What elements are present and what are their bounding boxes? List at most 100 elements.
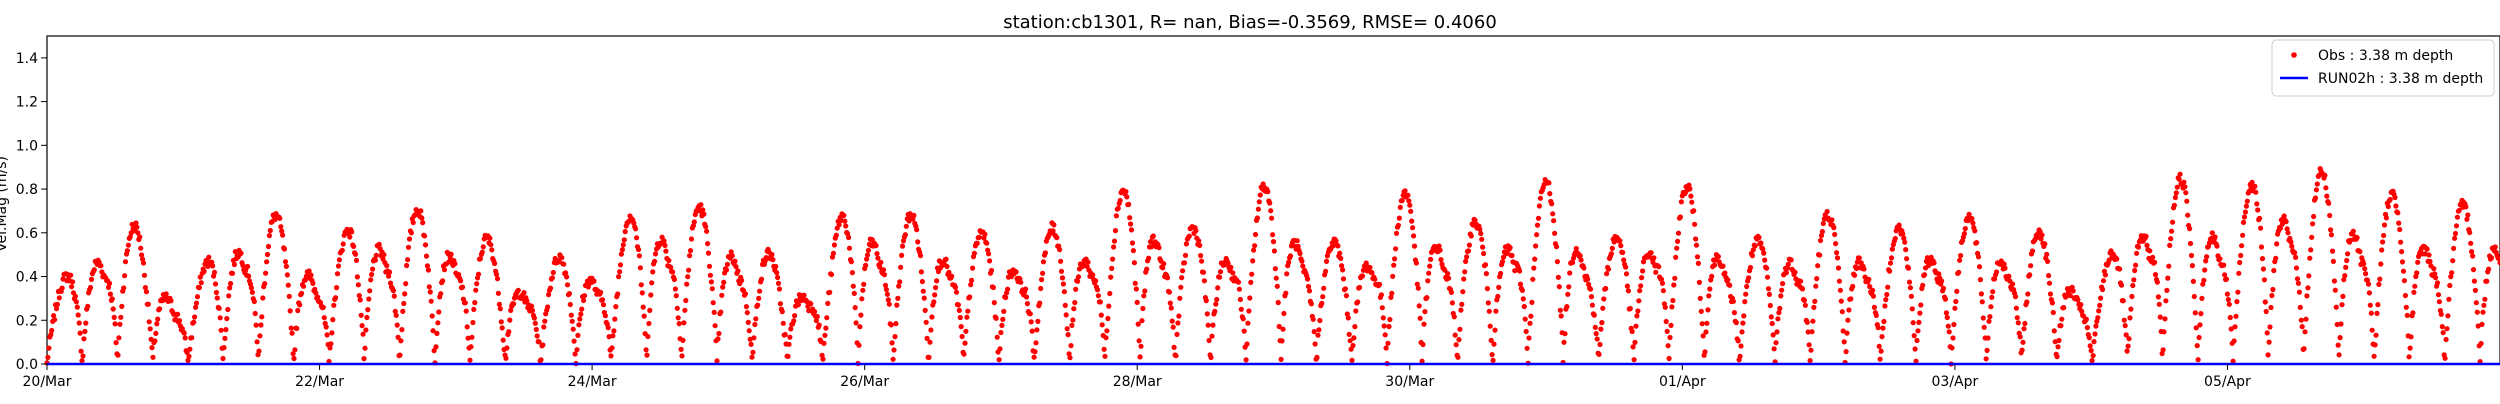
obs-point — [2449, 270, 2454, 275]
obs-point — [434, 331, 439, 336]
obs-point — [1018, 280, 1023, 285]
obs-point — [55, 302, 60, 307]
obs-point — [887, 302, 892, 307]
obs-point — [787, 335, 792, 340]
obs-point — [1600, 306, 1605, 311]
obs-point — [1537, 203, 1542, 208]
obs-point — [2293, 255, 2298, 260]
obs-point — [1625, 284, 1630, 289]
obs-point — [1198, 253, 1203, 258]
obs-point — [960, 334, 965, 339]
obs-point — [1111, 244, 1116, 249]
obs-point — [874, 251, 879, 256]
obs-point — [778, 301, 783, 306]
obs-point — [2265, 330, 2270, 335]
obs-point — [965, 309, 970, 314]
obs-point — [2452, 236, 2457, 241]
obs-point — [638, 265, 643, 270]
obs-point — [1744, 284, 1749, 289]
obs-point — [2255, 207, 2260, 212]
obs-point — [892, 334, 897, 339]
obs-point — [1588, 287, 1593, 292]
obs-point — [674, 293, 679, 298]
obs-point — [2271, 268, 2276, 273]
obs-point — [1977, 264, 1982, 269]
obs-point — [642, 314, 647, 319]
obs-point — [854, 320, 859, 325]
obs-point — [122, 273, 127, 278]
obs-point — [932, 292, 937, 297]
obs-point — [1384, 345, 1389, 350]
obs-point — [1910, 306, 1915, 311]
obs-point — [1534, 232, 1539, 237]
obs-point — [986, 251, 991, 256]
obs-point — [399, 327, 404, 332]
obs-point — [1699, 309, 1704, 314]
obs-point — [2315, 181, 2320, 186]
obs-point — [467, 358, 472, 363]
obs-point — [1477, 227, 1482, 232]
obs-point — [2088, 343, 2093, 348]
obs-point — [336, 263, 341, 268]
y-tick-label: 0.6 — [16, 226, 38, 242]
obs-point — [1676, 231, 1681, 236]
obs-point — [2338, 335, 2343, 340]
x-tick-label: 05/Apr — [2204, 374, 2251, 390]
obs-point — [49, 328, 54, 333]
obs-point — [735, 268, 740, 273]
obs-point — [1978, 277, 1983, 282]
obs-point — [1671, 282, 1676, 287]
obs-point — [1556, 275, 1561, 280]
obs-point — [1102, 347, 1107, 352]
obs-point — [2196, 357, 2201, 362]
obs-point — [1832, 232, 1837, 237]
obs-point — [1393, 246, 1398, 251]
obs-point — [2195, 343, 2200, 348]
obs-point — [788, 326, 793, 331]
obs-point — [1236, 280, 1241, 285]
obs-point — [1874, 313, 1879, 318]
obs-point — [1945, 315, 1950, 320]
obs-point — [1674, 246, 1679, 251]
obs-point — [1041, 259, 1046, 264]
obs-point — [1350, 343, 1355, 348]
obs-point — [898, 265, 903, 270]
obs-point — [1040, 271, 1045, 276]
obs-point — [2157, 302, 2162, 307]
obs-point — [1067, 355, 1072, 360]
obs-point — [2044, 252, 2049, 257]
obs-point — [1696, 261, 1701, 266]
obs-point — [2332, 278, 2337, 283]
obs-point — [1535, 223, 1540, 228]
obs-point — [409, 230, 414, 235]
obs-point — [714, 358, 719, 363]
obs-point — [1445, 271, 1450, 276]
obs-point — [1954, 289, 1959, 294]
obs-point — [1838, 288, 1843, 293]
obs-point — [1743, 292, 1748, 297]
obs-point — [891, 347, 896, 352]
obs-point — [1450, 300, 1455, 305]
obs-point — [290, 331, 295, 336]
obs-point — [1835, 255, 1840, 260]
obs-point — [617, 269, 622, 274]
obs-point — [2367, 290, 2372, 295]
obs-point — [504, 345, 509, 350]
obs-point — [2225, 292, 2230, 297]
obs-point — [578, 312, 583, 317]
obs-point — [2030, 248, 2035, 253]
obs-point — [1466, 248, 1471, 253]
obs-point — [718, 310, 723, 315]
obs-point — [1132, 260, 1137, 265]
obs-point — [175, 312, 180, 317]
obs-point — [2152, 260, 2157, 265]
obs-point — [701, 212, 706, 217]
obs-point — [921, 289, 926, 294]
obs-point — [1805, 320, 1810, 325]
obs-point — [956, 302, 961, 307]
obs-point — [115, 353, 120, 358]
obs-point — [2214, 244, 2219, 249]
obs-point — [969, 278, 974, 283]
obs-point — [582, 293, 587, 298]
obs-point — [1183, 253, 1188, 258]
